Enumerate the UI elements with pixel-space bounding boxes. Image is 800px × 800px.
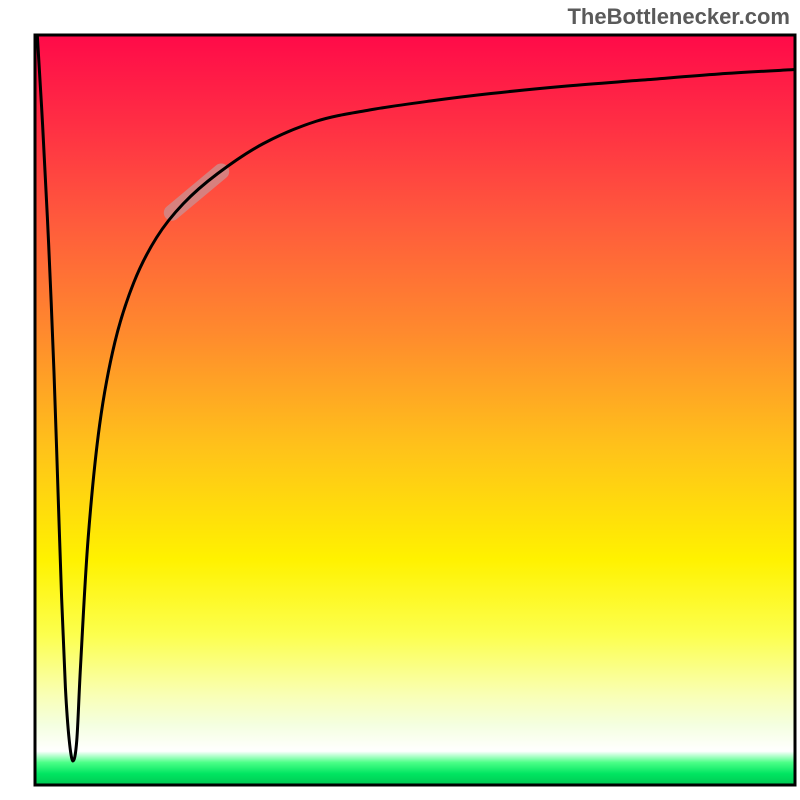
watermark-text: TheBottlenecker.com <box>567 4 790 30</box>
bottleneck-chart <box>0 0 800 800</box>
gradient-background <box>35 35 795 785</box>
chart-container: { "watermark": { "text": "TheBottlenecke… <box>0 0 800 800</box>
